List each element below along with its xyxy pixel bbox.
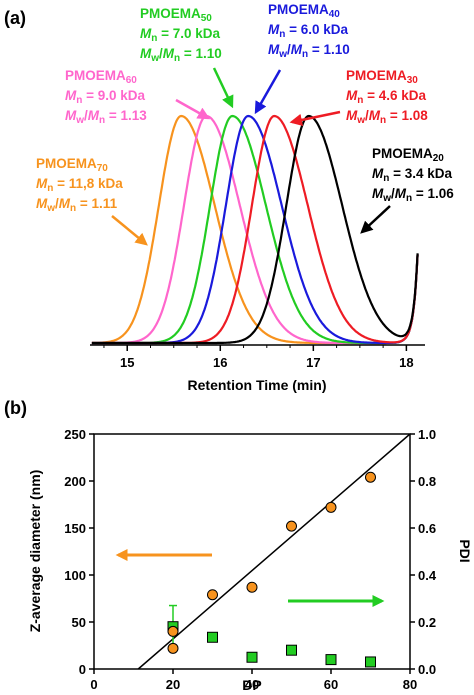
pdi-point xyxy=(365,656,376,668)
gpc-x-axis-title: Retention Time (min) xyxy=(188,377,327,393)
gpc-curve-pmoema70 xyxy=(91,114,419,345)
mn-pmoema50: Mn = 7.0 kDa xyxy=(140,26,221,44)
zavg-point xyxy=(167,625,179,637)
dls-x-tick-label-3: 60 xyxy=(324,677,338,692)
mn-pmoema20: Mn = 3.4 kDa xyxy=(372,166,453,184)
gpc-curve-pmoema50 xyxy=(91,114,419,345)
dls-x-tick-label-1: 20 xyxy=(166,677,180,692)
label-pmoema50: PMOEMA50 xyxy=(140,6,212,24)
dls-plot-frame xyxy=(93,433,411,670)
pdi-point xyxy=(325,654,337,666)
arrow-pmoema70 xyxy=(111,215,148,246)
zavg-point xyxy=(325,501,337,513)
dls-y-tick-label-1: 50 xyxy=(72,615,86,630)
gpc-curve-pmoema20 xyxy=(91,114,419,345)
mn-pmoema40: Mn = 6.0 kDa xyxy=(268,22,349,40)
dls-y2-tick-label-0: 0.0 xyxy=(418,662,436,677)
gpc-x-tick-label-1: 16 xyxy=(213,355,227,370)
dls-y-tick-label-0: 0 xyxy=(79,662,86,677)
gpc-curve-pmoema60 xyxy=(91,114,419,345)
gpc-x-tick-label-2: 17 xyxy=(306,355,320,370)
mn-pmoema60: Mn = 9.0 kDa xyxy=(65,88,146,106)
zavg-point xyxy=(286,520,297,532)
dls-marks xyxy=(137,433,411,670)
dls-chart: 0 20 40 60 80 0 50 100 150 200 250 0.0 0.2 0.4 0.6 0.8 1… xyxy=(27,427,473,693)
arrow-pmoema20 xyxy=(360,205,391,234)
dls-y-axis-title: Z-average diameter (nm) xyxy=(27,470,43,633)
dls-y-tick-label-3: 150 xyxy=(64,521,86,536)
pdi-pmoema70: Mw/Mn = 1.11 xyxy=(36,196,118,214)
zavg-point xyxy=(207,589,218,601)
dls-fit-line xyxy=(137,433,411,670)
pdi-pmoema20: Mw/Mn = 1.06 xyxy=(372,186,454,204)
dls-y2-tick-label-5: 1.0 xyxy=(418,427,436,442)
label-pmoema30: PMOEMA30 xyxy=(346,68,418,86)
gpc-x-tick-label-3: 18 xyxy=(399,355,413,370)
dls-y2-tick-label-3: 0.6 xyxy=(418,521,436,536)
dls-x-axis-title: DP xyxy=(242,677,261,693)
gpc-x-ticks: 15 16 17 18 xyxy=(103,345,414,370)
dls-y2-tick-label-4: 0.8 xyxy=(418,474,436,489)
arrow-pmoema30 xyxy=(289,110,341,127)
label-pmoema60: PMOEMA60 xyxy=(65,68,137,86)
pdi-pmoema50: Mw/Mn = 1.10 xyxy=(140,46,222,64)
pdi-pmoema40: Mw/Mn = 1.10 xyxy=(268,42,350,60)
panel-b-label: (b) xyxy=(4,398,27,418)
gpc-curves xyxy=(91,114,419,345)
pdi-pmoema60: Mw/Mn = 1.13 xyxy=(65,108,147,126)
dls-x-tick-label-2: 40 xyxy=(245,677,259,692)
dls-y-tick-label-5: 250 xyxy=(64,427,86,442)
label-pmoema40: PMOEMA40 xyxy=(268,2,340,20)
pdi-pmoema30: Mw/Mn = 1.08 xyxy=(346,108,428,126)
dls-ticks: 0 20 40 60 80 0 50 100 150 200 250 0.0 0.2 0.4 0.6 0.8 1… xyxy=(64,427,437,692)
zavg-point xyxy=(167,642,179,654)
annotation-pmoema50: PMOEMA50 Mn = 7.0 kDa Mw/Mn = 1.10 xyxy=(140,6,222,64)
annotation-pmoema70: PMOEMA70 Mn = 11,8 kDa Mw/Mn = 1.11 xyxy=(36,156,123,214)
label-pmoema20: PMOEMA20 xyxy=(372,146,444,164)
arrow-pmoema60 xyxy=(175,98,211,120)
annotation-pmoema30: PMOEMA30 Mn = 4.6 kDa Mw/Mn = 1.08 xyxy=(346,68,428,126)
panel-a-label: (a) xyxy=(4,8,26,28)
dls-x-tick-label-0: 0 xyxy=(90,677,97,692)
zavg-point xyxy=(246,581,258,593)
pdi-point xyxy=(246,651,258,663)
arrow-pmoema40 xyxy=(254,69,282,115)
gpc-curve-pmoema40 xyxy=(91,114,419,345)
annotation-pmoema60: PMOEMA60 Mn = 9.0 kDa Mw/Mn = 1.13 xyxy=(65,68,147,126)
zavg-point xyxy=(365,471,376,483)
dls-y-tick-label-2: 100 xyxy=(64,568,86,583)
dls-y2-tick-label-2: 0.4 xyxy=(418,568,437,583)
gpc-x-tick-label-0: 15 xyxy=(120,355,134,370)
mn-pmoema70: Mn = 11,8 kDa xyxy=(36,176,123,194)
dls-x-tick-label-4: 80 xyxy=(403,677,417,692)
pdi-point xyxy=(286,644,297,656)
mn-pmoema30: Mn = 4.6 kDa xyxy=(346,88,427,106)
gpc-curve-pmoema30 xyxy=(91,114,419,345)
dls-y-tick-label-4: 200 xyxy=(64,474,86,489)
arrow-pmoema50 xyxy=(212,67,234,109)
dls-y2-tick-label-1: 0.2 xyxy=(418,615,436,630)
gpc-chart: 15 16 17 18 Retention Time (min) PMOEMA50 M… xyxy=(36,2,454,393)
annotation-pmoema40: PMOEMA40 Mn = 6.0 kDa Mw/Mn = 1.10 xyxy=(268,2,350,60)
pdi-point xyxy=(207,631,218,643)
label-pmoema70: PMOEMA70 xyxy=(36,156,108,174)
dls-y2-axis-title: PDI xyxy=(457,539,473,562)
annotation-pmoema20: PMOEMA20 Mn = 3.4 kDa Mw/Mn = 1.06 xyxy=(372,146,454,204)
